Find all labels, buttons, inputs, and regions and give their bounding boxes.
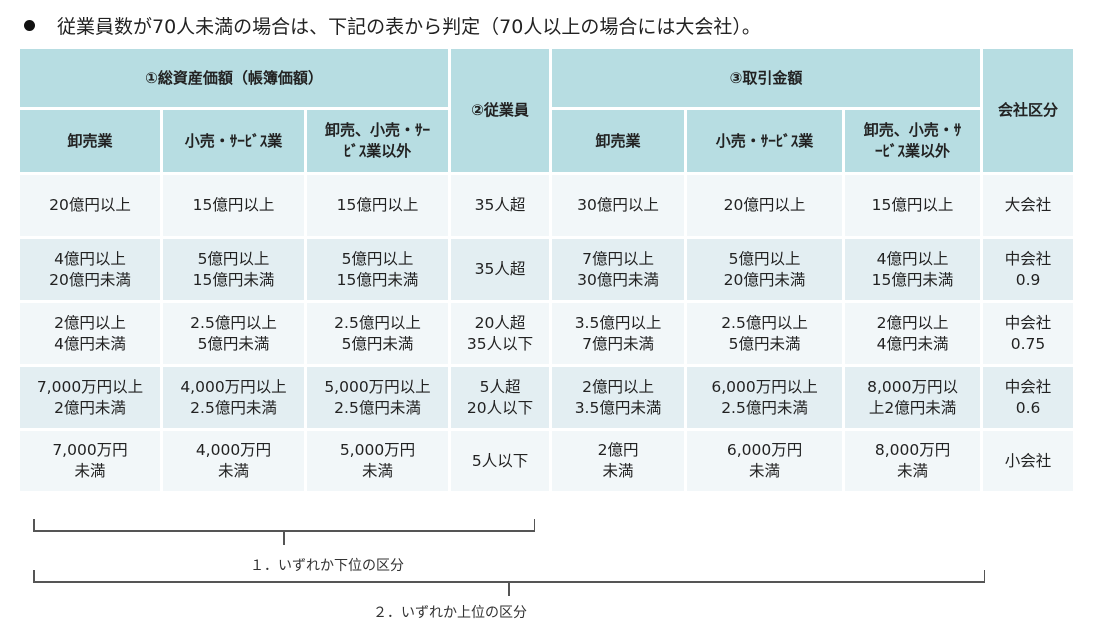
cell-employees: 35人超 xyxy=(451,239,553,303)
brace-label-upper: ２．いずれか上位の区分 xyxy=(373,605,527,621)
cell-assets-0: 7,000万円 未満 xyxy=(20,431,163,494)
header-company-class: 会社区分 xyxy=(983,49,1077,175)
cell-transactions-1: 20億円以上 xyxy=(687,175,846,239)
cell-assets-2: 5,000万円 未満 xyxy=(307,431,452,494)
cell-assets-2: 15億円以上 xyxy=(307,175,452,239)
cell-company-class: 中会社 0.75 xyxy=(983,303,1077,367)
cell-company-class: 小会社 xyxy=(983,431,1077,494)
cell-transactions-0: 3.5億円以上 7億円未満 xyxy=(552,303,688,367)
brace-upper xyxy=(33,570,985,600)
cell-company-class: 中会社 0.9 xyxy=(983,239,1077,303)
cell-assets-1: 2.5億円以上 5億円未満 xyxy=(163,303,307,367)
subheader-transactions-wholesale: 卸売業 xyxy=(552,110,688,175)
company-size-table: ①総資産価額（帳簿価額） ②従業員 ③取引金額 会社区分 卸売業 小売・ｻｰﾋﾞ… xyxy=(20,49,1077,494)
cell-assets-1: 4,000万円 未満 xyxy=(163,431,307,494)
cell-transactions-2: 8,000万円以 上2億円未満 xyxy=(845,367,984,431)
cell-assets-2: 5,000万円以上 2.5億円未満 xyxy=(307,367,452,431)
cell-transactions-1: 6,000万円 未満 xyxy=(687,431,846,494)
bullet-icon xyxy=(24,19,35,31)
table-body: 20億円以上 15億円以上 15億円以上 35人超 30億円以上 20億円以上 15億円以上… xyxy=(20,175,1077,494)
cell-transactions-1: 6,000万円以上 2.5億円未満 xyxy=(687,367,846,431)
cell-transactions-2: 2億円以上 4億円未満 xyxy=(845,303,984,367)
cell-company-class: 中会社 0.6 xyxy=(983,367,1077,431)
cell-company-class: 大会社 xyxy=(983,175,1077,239)
heading-text: 従業員数が70人未満の場合は、下記の表から判定（70人以上の場合には大会社）。 xyxy=(57,15,761,38)
cell-transactions-2: 15億円以上 xyxy=(845,175,984,239)
cell-assets-1: 4,000万円以上 2.5億円未満 xyxy=(163,367,307,431)
cell-assets-1: 15億円以上 xyxy=(163,175,307,239)
cell-transactions-2: 8,000万円 未満 xyxy=(845,431,984,494)
cell-assets-0: 20億円以上 xyxy=(20,175,163,239)
subheader-transactions-retail-service: 小売・ｻｰﾋﾞｽ業 xyxy=(687,110,846,175)
heading: 従業員数が70人未満の場合は、下記の表から判定（70人以上の場合には大会社）。 xyxy=(24,10,761,40)
brace-label-lower: １．いずれか下位の区分 xyxy=(250,558,404,574)
cell-transactions-1: 5億円以上 20億円未満 xyxy=(687,239,846,303)
cell-assets-0: 4億円以上 20億円未満 xyxy=(20,239,163,303)
table-row: 2億円以上 4億円未満 2.5億円以上 5億円未満 2.5億円以上 5億円未満 20人超 35… xyxy=(20,303,1077,367)
cell-assets-2: 5億円以上 15億円未満 xyxy=(307,239,452,303)
cell-transactions-0: 7億円以上 30億円未満 xyxy=(552,239,688,303)
cell-transactions-0: 2億円以上 3.5億円未満 xyxy=(552,367,688,431)
table-row: 20億円以上 15億円以上 15億円以上 35人超 30億円以上 20億円以上 15億円以上… xyxy=(20,175,1077,239)
table-row: 4億円以上 20億円未満 5億円以上 15億円未満 5億円以上 15億円未満 35人超 7億円… xyxy=(20,239,1077,303)
cell-employees: 20人超 35人以下 xyxy=(451,303,553,367)
cell-employees: 5人超 20人以下 xyxy=(451,367,553,431)
cell-transactions-0: 2億円 未満 xyxy=(552,431,688,494)
cell-employees: 5人以下 xyxy=(451,431,553,494)
subheader-assets-other: 卸売、小売・ｻｰﾋﾞｽ業以外 xyxy=(307,110,452,175)
header-total-assets: ①総資産価額（帳簿価額） xyxy=(20,49,452,110)
cell-transactions-0: 30億円以上 xyxy=(552,175,688,239)
cell-assets-2: 2.5億円以上 5億円未満 xyxy=(307,303,452,367)
subheader-transactions-other: 卸売、小売・ｻｰﾋﾞｽ業以外 xyxy=(845,110,984,175)
header-employees: ②従業員 xyxy=(451,49,553,175)
subheader-assets-wholesale: 卸売業 xyxy=(20,110,163,175)
brace-lower xyxy=(33,519,535,549)
cell-employees: 35人超 xyxy=(451,175,553,239)
table-row: 7,000万円 未満 4,000万円 未満 5,000万円 未満 5人以下 2億円 未満 6,00… xyxy=(20,431,1077,494)
subheader-assets-retail-service: 小売・ｻｰﾋﾞｽ業 xyxy=(163,110,307,175)
cell-transactions-1: 2.5億円以上 5億円未満 xyxy=(687,303,846,367)
table-row: 7,000万円以上 2億円未満 4,000万円以上 2.5億円未満 5,000万円以上 2… xyxy=(20,367,1077,431)
header-transaction-amount: ③取引金額 xyxy=(552,49,984,110)
cell-assets-0: 2億円以上 4億円未満 xyxy=(20,303,163,367)
cell-assets-0: 7,000万円以上 2億円未満 xyxy=(20,367,163,431)
cell-transactions-2: 4億円以上 15億円未満 xyxy=(845,239,984,303)
cell-assets-1: 5億円以上 15億円未満 xyxy=(163,239,307,303)
